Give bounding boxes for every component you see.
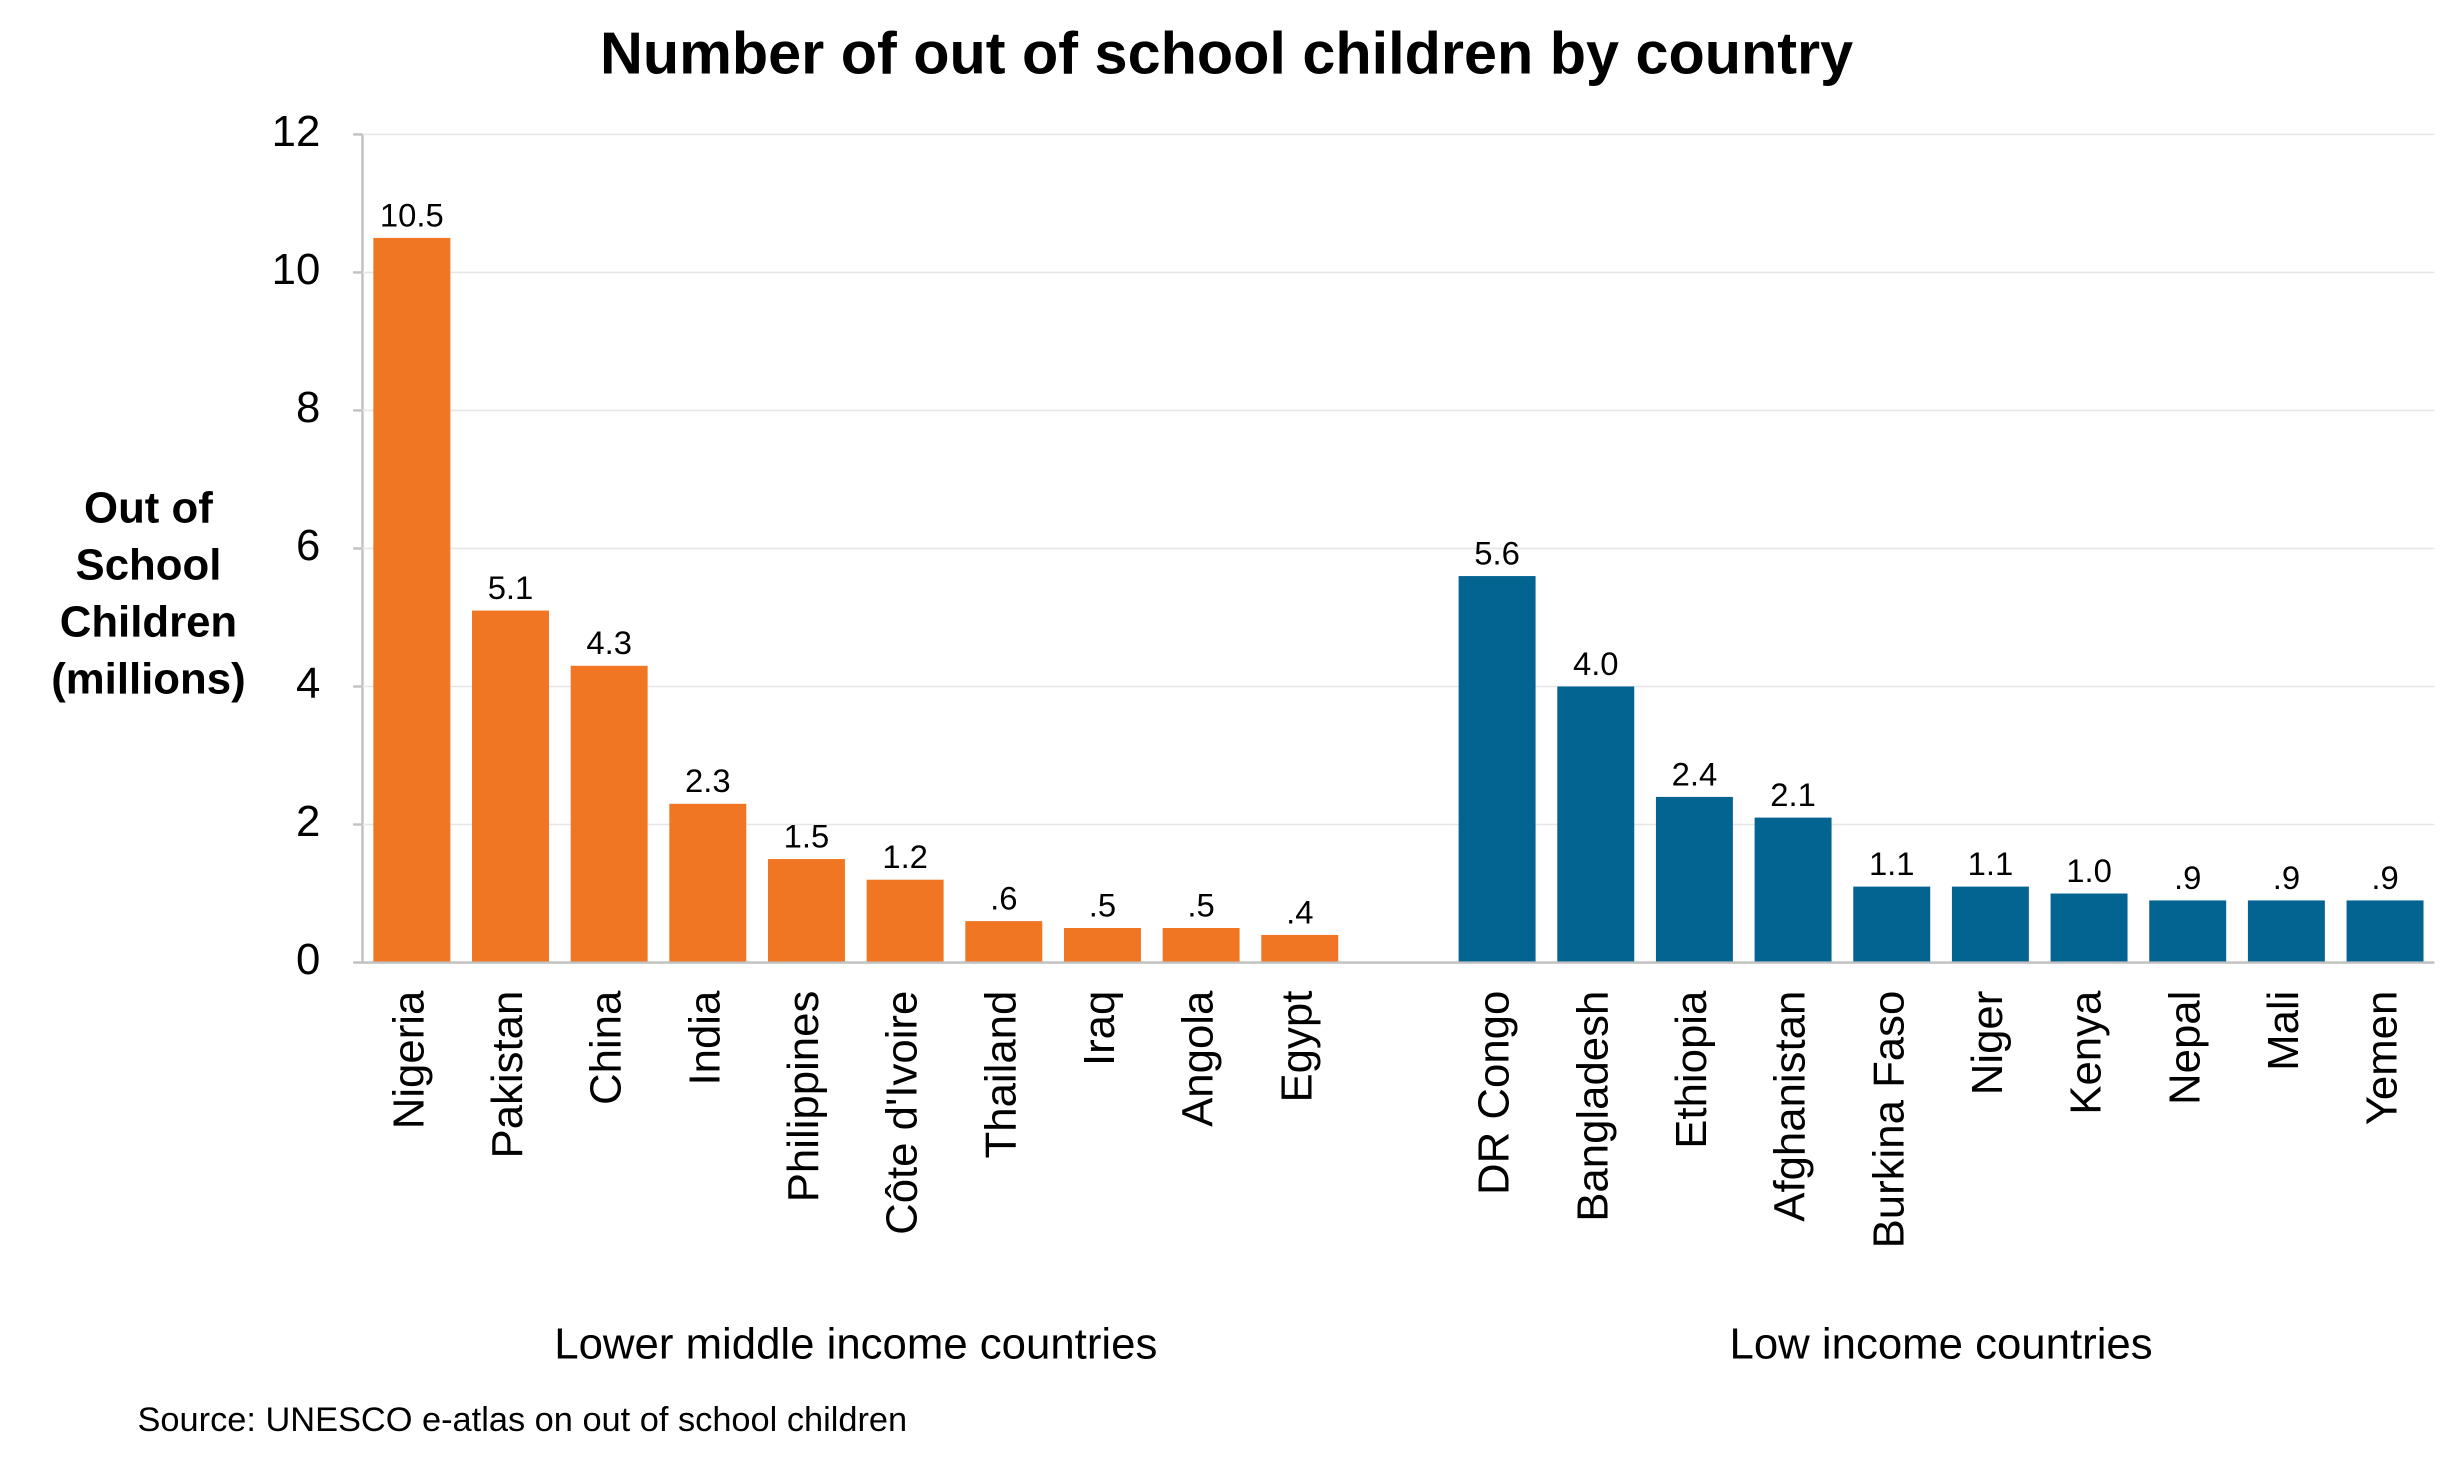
source: Source: UNESCO e-atlas on out of school … xyxy=(138,1401,908,1439)
chart-title: Number of out of school children by coun… xyxy=(600,20,1853,87)
value-label: 1.1 xyxy=(1869,845,1915,882)
value-label: 1.2 xyxy=(882,838,928,875)
y-tick-label: 8 xyxy=(296,383,320,432)
bar xyxy=(2050,893,2128,963)
x-tick-label: Burkina Faso xyxy=(1864,991,1913,1249)
bar xyxy=(669,803,747,963)
bar xyxy=(373,237,451,963)
y-tick-label: 0 xyxy=(296,935,320,984)
group-label: Low income countries xyxy=(1730,1319,2153,1368)
y-axis-label: Out of xyxy=(84,484,213,533)
value-label: .6 xyxy=(990,879,1017,916)
bar xyxy=(965,921,1043,963)
bar xyxy=(472,610,549,963)
bar xyxy=(2346,900,2424,963)
value-label: 5.6 xyxy=(1474,534,1520,571)
value-label: 2.4 xyxy=(1672,755,1718,792)
y-axis-label: (millions) xyxy=(51,655,245,704)
x-tick-label: India xyxy=(680,990,729,1086)
bar xyxy=(2149,900,2227,963)
x-tick-label: Bangladesh xyxy=(1568,991,1617,1222)
x-tick-label: China xyxy=(582,990,631,1105)
y-tick-label: 2 xyxy=(296,797,320,846)
y-tick-label: 10 xyxy=(272,245,321,294)
x-tick-label: Philippines xyxy=(779,991,828,1203)
x-tick-label: Nigeria xyxy=(384,990,433,1129)
value-label: 1.5 xyxy=(784,817,830,854)
value-label: 1.0 xyxy=(2066,852,2112,889)
bar xyxy=(767,859,845,963)
bar xyxy=(866,879,944,963)
bar xyxy=(2247,900,2325,963)
value-label: 1.1 xyxy=(1968,845,2014,882)
x-tick-label: Afghanistan xyxy=(1766,991,1815,1222)
value-label: 2.1 xyxy=(1770,776,1816,813)
y-tick-label: 4 xyxy=(296,659,320,708)
x-tick-label: DR Congo xyxy=(1470,991,1519,1195)
x-tick-label: Pakistan xyxy=(483,991,532,1159)
x-tick-label: Angola xyxy=(1174,990,1223,1127)
value-label: 10.5 xyxy=(380,196,444,233)
value-label: 2.3 xyxy=(685,762,731,799)
x-tick-label: Niger xyxy=(1963,991,2012,1096)
bar xyxy=(1655,796,1733,963)
value-label: .9 xyxy=(2371,859,2398,896)
y-tick-label: 6 xyxy=(296,521,320,570)
value-label: 5.1 xyxy=(488,569,534,606)
bar xyxy=(570,665,648,963)
x-tick-label: Ethiopia xyxy=(1667,990,1716,1149)
x-tick-label: Yemen xyxy=(2358,991,2407,1126)
x-tick-label: Iraq xyxy=(1075,991,1124,1066)
x-tick-label: Kenya xyxy=(2062,990,2111,1115)
x-tick-label: Egypt xyxy=(1272,991,1321,1103)
bar xyxy=(1261,934,1339,963)
x-tick-label: Thailand xyxy=(976,991,1025,1159)
x-tick-label: Côte d'Ivoire xyxy=(878,991,927,1235)
bar xyxy=(1951,886,2029,963)
value-label: .9 xyxy=(2273,859,2300,896)
value-label: 4.3 xyxy=(586,624,632,661)
bar xyxy=(1557,686,1635,963)
y-axis-label: Children xyxy=(60,598,237,647)
group-label: Lower middle income countries xyxy=(554,1319,1157,1368)
bar xyxy=(1063,928,1141,963)
value-label: .9 xyxy=(2174,859,2201,896)
y-axis-label: School xyxy=(76,541,222,590)
bar xyxy=(1162,928,1240,963)
x-tick-label: Mali xyxy=(2259,991,2308,1071)
x-tick-label: Nepal xyxy=(2160,991,2209,1105)
bar xyxy=(1754,817,1832,963)
bar xyxy=(1458,576,1536,963)
value-label: .5 xyxy=(1089,886,1116,923)
y-tick-label: 12 xyxy=(272,107,321,156)
bar xyxy=(1853,886,1931,963)
value-label: .4 xyxy=(1286,893,1313,930)
value-label: 4.0 xyxy=(1573,645,1619,682)
value-label: .5 xyxy=(1187,886,1214,923)
